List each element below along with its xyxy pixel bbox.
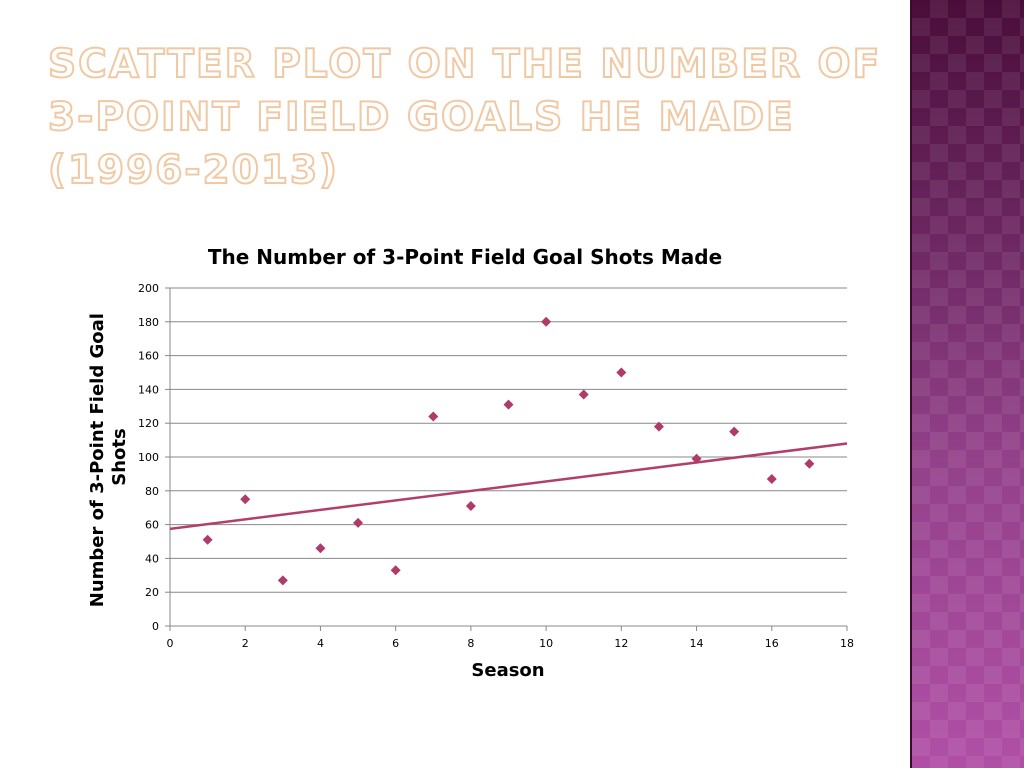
chart-title: The Number of 3-Point Field Goal Shots M…	[208, 245, 722, 269]
y-tick-label-100: 100	[138, 451, 159, 464]
y-axis-label-line-1: Number of 3-Point Field Goal	[87, 313, 108, 607]
y-axis-label: Number of 3-Point Field Goal Shots	[87, 307, 130, 607]
x-tick-label-6: 6	[392, 637, 399, 650]
x-tick-label-8: 8	[467, 637, 474, 650]
data-point-10	[541, 316, 552, 327]
data-point-1	[202, 534, 213, 545]
decorative-side-band	[912, 0, 1024, 768]
data-point-12	[616, 367, 627, 378]
y-tick-label-160: 160	[138, 350, 159, 363]
data-point-7	[428, 411, 439, 422]
x-tick-label-4: 4	[317, 637, 324, 650]
y-tick-label-120: 120	[138, 417, 159, 430]
y-axis-label-line-2: Shots	[109, 428, 130, 485]
y-tick-label-80: 80	[145, 485, 159, 498]
data-point-11	[578, 389, 589, 400]
y-tick-label-20: 20	[145, 586, 159, 599]
data-point-4	[315, 543, 326, 554]
data-point-8	[465, 501, 476, 512]
data-point-17	[804, 458, 815, 469]
y-tick-label-180: 180	[138, 316, 159, 329]
data-point-5	[353, 517, 364, 528]
trendline	[169, 442, 848, 531]
y-tick-label-140: 140	[138, 383, 159, 396]
x-tick-labels: 0 2 4 6 8 10 12 14 16 18	[167, 637, 855, 650]
data-point-13	[653, 421, 664, 432]
x-tick-label-14: 14	[690, 637, 704, 650]
x-tick-label-0: 0	[167, 637, 174, 650]
trendline-group	[169, 442, 848, 531]
data-point-6	[390, 565, 401, 576]
x-tick-label-10: 10	[539, 637, 553, 650]
x-tick-label-16: 16	[765, 637, 779, 650]
data-point-3	[277, 575, 288, 586]
scatter-chart: The Number of 3-Point Field Goal Shots M…	[87, 245, 855, 681]
side-band-edge	[910, 0, 912, 768]
y-tick-label-40: 40	[145, 552, 159, 565]
y-tick-label-60: 60	[145, 519, 159, 532]
slide-title: Scatter Plot on the Number of 3-Point Fi…	[47, 41, 882, 194]
data-point-9	[503, 399, 514, 410]
y-tick-labels: 0 20 40 60 80 100 120 140 160 180 200	[138, 282, 159, 633]
data-point-14	[691, 453, 702, 464]
x-tick-label-2: 2	[242, 637, 249, 650]
data-point-15	[729, 426, 740, 437]
data-points	[202, 316, 815, 586]
grid-lines	[170, 287, 847, 593]
y-tick-label-200: 200	[138, 282, 159, 295]
y-tick-label-0: 0	[152, 620, 159, 633]
x-tick-label-18: 18	[840, 637, 854, 650]
data-point-16	[766, 473, 777, 484]
axes	[165, 287, 848, 631]
x-axis-label: Season	[471, 660, 544, 681]
data-point-2	[240, 494, 251, 505]
x-tick-label-12: 12	[614, 637, 628, 650]
